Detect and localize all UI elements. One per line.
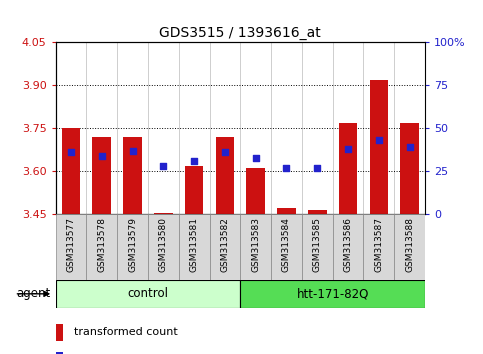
Text: GSM313585: GSM313585 bbox=[313, 217, 322, 273]
Text: GSM313578: GSM313578 bbox=[97, 217, 106, 273]
Text: GSM313584: GSM313584 bbox=[282, 217, 291, 272]
Bar bbox=[394, 214, 425, 280]
Bar bbox=[400, 122, 419, 214]
Bar bbox=[210, 214, 240, 280]
Point bbox=[221, 149, 229, 155]
Bar bbox=[56, 214, 86, 280]
Bar bbox=[240, 214, 271, 280]
Point bbox=[406, 144, 413, 150]
Text: control: control bbox=[128, 287, 169, 300]
Point bbox=[67, 149, 75, 155]
Title: GDS3515 / 1393616_at: GDS3515 / 1393616_at bbox=[159, 26, 321, 40]
Bar bbox=[364, 214, 394, 280]
Bar bbox=[123, 137, 142, 214]
Point bbox=[159, 163, 167, 169]
Bar bbox=[62, 129, 80, 214]
Bar bbox=[339, 122, 357, 214]
Text: GSM313577: GSM313577 bbox=[67, 217, 75, 273]
Text: htt-171-82Q: htt-171-82Q bbox=[297, 287, 369, 300]
Text: GSM313588: GSM313588 bbox=[405, 217, 414, 273]
Point bbox=[128, 148, 136, 154]
Bar bbox=[148, 214, 179, 280]
Bar bbox=[117, 214, 148, 280]
Bar bbox=[56, 352, 63, 354]
Point bbox=[252, 155, 259, 160]
Bar bbox=[246, 169, 265, 214]
Bar bbox=[277, 209, 296, 214]
Bar bbox=[271, 214, 302, 280]
Text: GSM313586: GSM313586 bbox=[343, 217, 353, 273]
Text: GSM313579: GSM313579 bbox=[128, 217, 137, 273]
Bar bbox=[333, 214, 364, 280]
Text: transformed count: transformed count bbox=[73, 327, 177, 337]
Text: GSM313581: GSM313581 bbox=[190, 217, 199, 273]
Bar bbox=[369, 80, 388, 214]
Point bbox=[344, 146, 352, 152]
Text: GSM313580: GSM313580 bbox=[159, 217, 168, 273]
Bar bbox=[185, 166, 203, 214]
Point bbox=[375, 137, 383, 143]
Bar bbox=[308, 210, 327, 214]
Text: agent: agent bbox=[16, 287, 51, 300]
Bar bbox=[92, 137, 111, 214]
Bar bbox=[56, 324, 63, 341]
Point bbox=[190, 158, 198, 164]
Bar bbox=[241, 280, 425, 308]
Bar bbox=[154, 213, 172, 214]
Bar bbox=[179, 214, 210, 280]
Bar bbox=[56, 280, 241, 308]
Bar bbox=[302, 214, 333, 280]
Text: GSM313583: GSM313583 bbox=[251, 217, 260, 273]
Point bbox=[98, 153, 106, 159]
Text: GSM313587: GSM313587 bbox=[374, 217, 384, 273]
Bar bbox=[215, 137, 234, 214]
Point bbox=[283, 165, 290, 171]
Text: GSM313582: GSM313582 bbox=[220, 217, 229, 272]
Bar bbox=[86, 214, 117, 280]
Point bbox=[313, 165, 321, 171]
